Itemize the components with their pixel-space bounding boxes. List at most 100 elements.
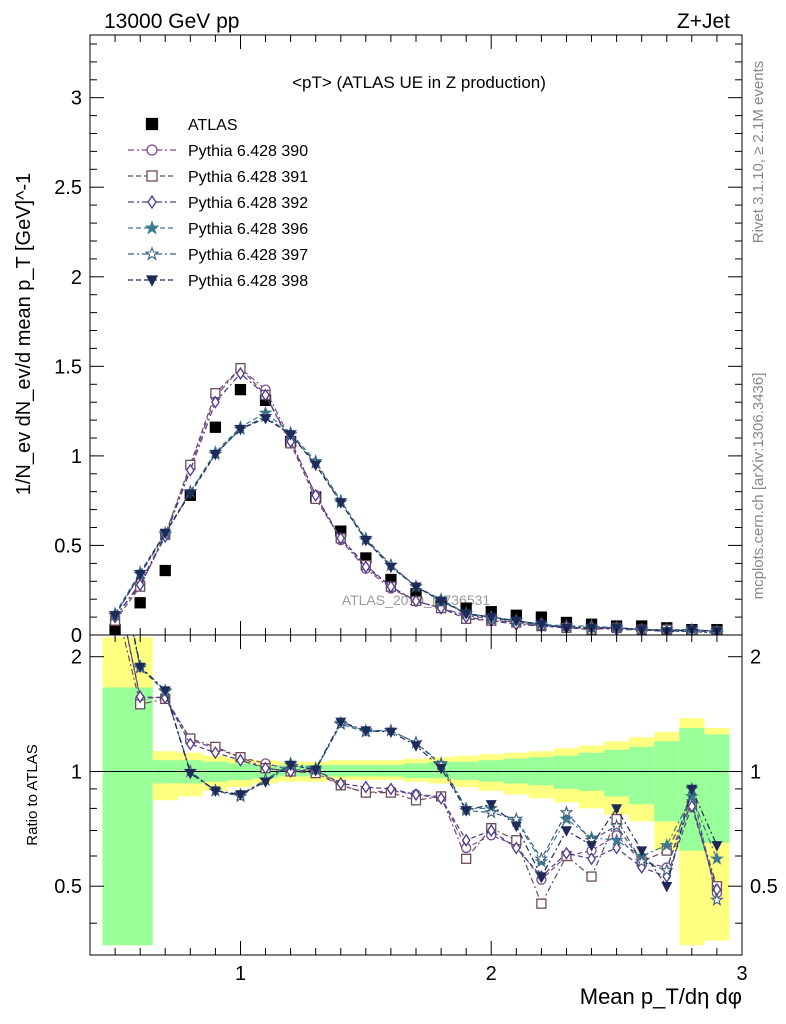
tick-label: 1 bbox=[71, 762, 82, 784]
inner-band-bin bbox=[604, 749, 630, 797]
ratio-point bbox=[710, 892, 724, 906]
data-point-mc bbox=[159, 528, 171, 540]
legend-marker bbox=[147, 194, 157, 210]
data-point-atlas bbox=[209, 421, 222, 433]
legend-marker bbox=[144, 220, 160, 235]
tick-label: 1 bbox=[235, 963, 246, 985]
inner-band-bin bbox=[453, 761, 479, 780]
tick-label: 2 bbox=[71, 267, 82, 289]
inner-band-bin bbox=[704, 734, 730, 843]
ratio-point bbox=[209, 786, 221, 797]
data-point-mc bbox=[436, 601, 446, 615]
data-point-mc bbox=[209, 449, 221, 461]
tick-label: 3 bbox=[71, 88, 82, 110]
tick-label: 0.5 bbox=[54, 876, 82, 898]
ratio-point bbox=[460, 806, 472, 817]
ratio-point bbox=[461, 833, 471, 847]
ratio-point bbox=[184, 768, 196, 780]
ratio-point bbox=[684, 789, 699, 803]
data-point-atlas bbox=[234, 383, 247, 396]
ratio-point bbox=[285, 760, 297, 772]
ratio-point bbox=[135, 690, 145, 704]
ratio-point bbox=[661, 882, 673, 893]
ratio-point bbox=[711, 841, 723, 852]
legend-label: Pythia 6.428 398 bbox=[188, 273, 308, 290]
x-axis-label: Mean p_T/dη dφ bbox=[580, 984, 742, 1009]
ratio-point bbox=[587, 852, 596, 866]
ratio-point bbox=[534, 851, 549, 865]
legend-label: Pythia 6.428 397 bbox=[188, 247, 308, 264]
ratio-point bbox=[159, 686, 171, 697]
data-point-mc bbox=[211, 395, 220, 409]
tick-label: 2.5 bbox=[54, 177, 82, 199]
ratio-point bbox=[234, 790, 246, 801]
ratio-point bbox=[111, 596, 120, 605]
data-point-mc bbox=[411, 594, 421, 608]
data-point-mc bbox=[236, 366, 245, 381]
ratio-point bbox=[286, 764, 295, 779]
data-point-mc bbox=[310, 460, 322, 472]
inner-band-bin bbox=[102, 687, 128, 946]
data-point-mc bbox=[286, 434, 295, 449]
data-point-mc bbox=[510, 616, 522, 627]
inner-band-bin bbox=[654, 741, 680, 822]
data-point-mc bbox=[336, 531, 346, 545]
ratio-point bbox=[611, 804, 623, 815]
legend-label: Pythia 6.428 391 bbox=[188, 169, 308, 186]
legend-label: Pythia 6.428 390 bbox=[188, 143, 308, 160]
tick-label: 3 bbox=[736, 963, 747, 985]
legend-marker bbox=[145, 117, 159, 131]
ratio-point bbox=[536, 898, 547, 909]
ratio-point bbox=[562, 846, 571, 860]
data-point-mc bbox=[184, 489, 196, 500]
ratio-point bbox=[110, 536, 121, 546]
legend-label: Pythia 6.428 392 bbox=[188, 195, 308, 212]
ratio-point bbox=[609, 832, 624, 847]
ratio-point bbox=[659, 838, 674, 852]
tick-label: 2 bbox=[750, 647, 761, 669]
ratio-point bbox=[386, 782, 396, 796]
ratio-point bbox=[559, 811, 574, 825]
ratio-point bbox=[510, 821, 522, 833]
inner-band-bin bbox=[328, 765, 354, 777]
header-left-label: 13000 GeV pp bbox=[104, 10, 239, 33]
data-point-mc bbox=[410, 582, 422, 593]
mcplots-label: mcplots.cern.ch [arXiv:1306.3436] bbox=[750, 373, 767, 600]
data-point-mc bbox=[109, 611, 121, 622]
ratio-point bbox=[111, 573, 118, 584]
header-right-label: Z+Jet bbox=[677, 10, 730, 33]
tick-label: 0.5 bbox=[750, 876, 778, 898]
legend-marker bbox=[146, 170, 158, 182]
data-point-mc bbox=[260, 414, 272, 425]
inner-band-bin bbox=[478, 760, 504, 782]
data-point-atlas bbox=[134, 597, 146, 609]
ratio-point bbox=[111, 538, 120, 547]
ratio-point bbox=[612, 841, 621, 855]
ratio-point bbox=[436, 791, 446, 805]
tick-label: 2 bbox=[71, 647, 82, 669]
ratio-point bbox=[509, 811, 524, 825]
ratio-point bbox=[361, 780, 371, 794]
data-point-mc bbox=[385, 562, 397, 574]
ratio-point bbox=[260, 777, 272, 788]
inner-band-bin bbox=[127, 687, 153, 946]
ratio-plot-series bbox=[110, 536, 724, 909]
ratio-point bbox=[435, 763, 447, 775]
tick-label: 1 bbox=[71, 446, 82, 468]
data-point-mc bbox=[185, 463, 195, 477]
ratio-point bbox=[560, 826, 572, 837]
inner-band-bin bbox=[553, 755, 579, 789]
main-plot-title: <pT> (ATLAS UE in Z production) bbox=[292, 73, 546, 92]
ratio-point bbox=[636, 846, 648, 857]
inner-band-bin bbox=[353, 765, 379, 777]
data-point-mc bbox=[134, 569, 146, 581]
tick-label: 1.5 bbox=[54, 356, 82, 378]
legend-marker bbox=[146, 275, 158, 287]
ratio-series-line bbox=[126, 635, 718, 890]
data-point-mc bbox=[285, 430, 297, 441]
ratio-point bbox=[634, 854, 649, 868]
tick-label: 1 bbox=[750, 762, 761, 784]
ratio-point bbox=[609, 818, 624, 832]
ratio-point bbox=[410, 741, 422, 752]
